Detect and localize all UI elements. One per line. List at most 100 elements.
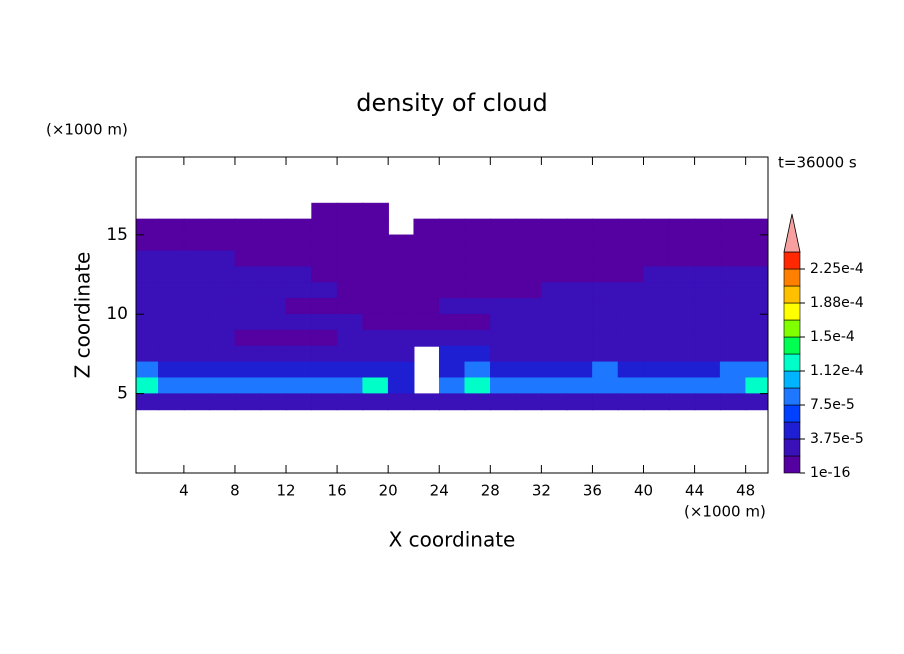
colorbar-box bbox=[783, 268, 801, 287]
contour-cell bbox=[566, 266, 594, 284]
contour-cell bbox=[694, 250, 721, 268]
x-tick-label: 44 bbox=[685, 482, 704, 500]
x-axis-label: X coordinate bbox=[389, 528, 516, 552]
contour-cell bbox=[183, 218, 211, 236]
contour-cell bbox=[311, 361, 338, 379]
x-tick-label: 12 bbox=[276, 482, 295, 500]
contour-cell bbox=[643, 282, 670, 300]
contour-cell bbox=[592, 329, 619, 347]
y-axis-label: Z coordinate bbox=[71, 252, 95, 379]
contour-cell bbox=[362, 298, 389, 315]
contour-cell bbox=[643, 361, 670, 379]
contour-cell bbox=[592, 234, 619, 252]
contour-field bbox=[136, 202, 768, 411]
x-tick-label: 36 bbox=[583, 482, 602, 500]
colorbar-tick-label: 7.5e-5 bbox=[810, 397, 855, 413]
contour-cell bbox=[668, 282, 696, 300]
contour-cell bbox=[592, 218, 619, 236]
contour-cell bbox=[136, 393, 160, 411]
contour-cell bbox=[336, 361, 364, 379]
contour-cell bbox=[260, 218, 287, 236]
contour-cell bbox=[643, 393, 670, 411]
contour-cell bbox=[234, 266, 262, 284]
contour-cell bbox=[592, 282, 619, 300]
contour-cell bbox=[183, 377, 211, 395]
contour-cell bbox=[719, 377, 747, 395]
contour-cell bbox=[311, 377, 338, 395]
contour-cell bbox=[311, 266, 338, 284]
contour-cell bbox=[617, 361, 645, 379]
contour-cell bbox=[362, 250, 389, 268]
contour-cell bbox=[617, 266, 645, 284]
contour-cell bbox=[234, 393, 262, 411]
contour-cell bbox=[566, 361, 594, 379]
contour-cell bbox=[490, 345, 517, 363]
contour-cell bbox=[183, 313, 211, 331]
contour-cell bbox=[234, 345, 262, 363]
contour-cell bbox=[285, 234, 313, 252]
contour-cell bbox=[719, 345, 747, 363]
contour-cell bbox=[719, 298, 747, 315]
contour-cell bbox=[387, 345, 415, 363]
contour-cell bbox=[362, 329, 389, 347]
x-tick-label: 4 bbox=[179, 482, 189, 500]
contour-cell bbox=[311, 250, 338, 268]
contour-cell bbox=[260, 298, 287, 315]
contour-cell bbox=[158, 345, 185, 363]
contour-cell bbox=[668, 298, 696, 315]
contour-cell bbox=[592, 377, 619, 395]
contour-cell bbox=[617, 218, 645, 236]
contour-cell bbox=[260, 345, 287, 363]
contour-cell bbox=[209, 266, 236, 284]
contour-cell bbox=[643, 298, 670, 315]
contour-cell bbox=[311, 393, 338, 411]
contour-cell bbox=[541, 266, 568, 284]
contour-cell bbox=[541, 377, 568, 395]
contour-cell bbox=[490, 377, 517, 395]
contour-cell bbox=[136, 345, 160, 363]
contour-cell bbox=[260, 266, 287, 284]
contour-cell bbox=[438, 345, 466, 363]
contour-cell bbox=[566, 250, 594, 268]
contour-cell bbox=[490, 266, 517, 284]
contour-cell bbox=[490, 234, 517, 252]
colorbar-tick-label: 1.88e-4 bbox=[810, 295, 864, 311]
contour-cell bbox=[413, 393, 440, 411]
contour-cell bbox=[438, 393, 466, 411]
contour-cell bbox=[260, 250, 287, 268]
contour-cell bbox=[183, 298, 211, 315]
contour-cell bbox=[515, 298, 543, 315]
x-tick-label: 40 bbox=[634, 482, 653, 500]
contour-cell bbox=[464, 329, 492, 347]
contour-cell bbox=[234, 282, 262, 300]
contour-cell bbox=[362, 361, 389, 379]
contour-cell bbox=[136, 282, 160, 300]
contour-cell bbox=[413, 329, 440, 347]
contour-cell bbox=[260, 393, 287, 411]
contour-cell bbox=[541, 329, 568, 347]
contour-cell bbox=[541, 393, 568, 411]
contour-cell bbox=[464, 313, 492, 331]
contour-cell bbox=[438, 377, 466, 395]
x-unit: (×1000 m) bbox=[684, 503, 766, 521]
contour-cell bbox=[209, 393, 236, 411]
contour-cell bbox=[515, 329, 543, 347]
contour-cell bbox=[234, 361, 262, 379]
contour-cell bbox=[413, 282, 440, 300]
contour-cell bbox=[694, 298, 721, 315]
contour-cell bbox=[438, 282, 466, 300]
contour-cell bbox=[362, 345, 389, 363]
contour-cell bbox=[336, 282, 364, 300]
contour-cell bbox=[362, 202, 389, 220]
y-tick-label: 10 bbox=[106, 304, 128, 324]
contour-cell bbox=[387, 393, 415, 411]
x-tick-label: 20 bbox=[379, 482, 398, 500]
contour-cell bbox=[387, 298, 415, 315]
contour-cell bbox=[413, 250, 440, 268]
contour-cell bbox=[209, 218, 236, 236]
x-tick-label: 32 bbox=[532, 482, 551, 500]
contour-cell bbox=[413, 234, 440, 252]
colorbar-tick-label: 1.5e-4 bbox=[810, 329, 855, 345]
contour-cell bbox=[719, 282, 747, 300]
contour-cell bbox=[387, 266, 415, 284]
